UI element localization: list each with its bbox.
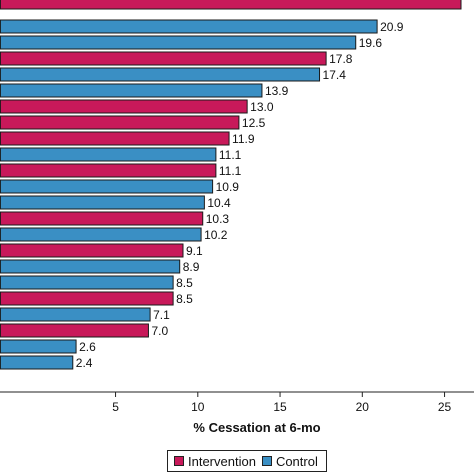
legend-item-control: Control [261, 453, 318, 469]
bar-control [0, 195, 205, 210]
legend-swatch-intervention [174, 456, 184, 466]
bar-intervention [0, 323, 149, 338]
bar-control [0, 355, 74, 370]
bar-intervention [0, 0, 462, 10]
x-axis-title: % Cessation at 6-mo [193, 420, 320, 435]
bar-value-label: 17.8 [329, 52, 353, 66]
bar-intervention [0, 291, 174, 306]
bar-value-label: 11.1 [219, 164, 242, 178]
bar-control [0, 19, 378, 34]
legend-label-intervention: Intervention [188, 453, 256, 469]
bar-value-label: 10.9 [216, 180, 240, 194]
bar-value-label: 19.6 [359, 36, 383, 50]
bar-value-label: 12.5 [242, 116, 266, 130]
legend-item-intervention: Intervention [174, 454, 256, 469]
bar-value-label: 7.1 [153, 308, 170, 322]
bar-control [0, 179, 214, 194]
bar-control [0, 259, 181, 274]
bar-value-label: 13.9 [265, 84, 289, 98]
x-tick-label: 15 [273, 400, 287, 414]
bar-control [0, 67, 321, 82]
x-tick-label: 10 [191, 400, 205, 414]
bar-value-label: 8.5 [176, 276, 193, 290]
x-tick-label: 20 [356, 400, 370, 414]
x-tick-label: 5 [112, 400, 119, 414]
chart-legend: Intervention Control [167, 450, 327, 472]
bar-intervention [0, 211, 204, 226]
bar-value-label: 17.4 [323, 68, 347, 82]
bar-value-label: 11.1 [219, 148, 242, 162]
bar-control [0, 147, 217, 162]
bar-control [0, 83, 263, 98]
bar-value-label: 2.6 [79, 340, 96, 354]
bar-control [0, 275, 174, 290]
bar-value-label: 2.4 [76, 356, 93, 370]
bar-intervention [0, 243, 184, 258]
bar-intervention [0, 163, 217, 178]
bar-value-label: 8.5 [176, 292, 193, 306]
bar-value-label: 7.0 [151, 324, 168, 338]
bar-value-label: 13.0 [250, 100, 274, 114]
bar-control [0, 307, 151, 322]
bar-value-label: 10.2 [204, 228, 228, 242]
bar-intervention [0, 99, 248, 114]
bar-value-label: 10.4 [207, 196, 231, 210]
legend-swatch-control [261, 456, 272, 466]
legend-label-control: Control [275, 453, 318, 469]
bar-control [0, 35, 357, 50]
x-tick-label: 25 [438, 400, 452, 414]
bar-value-label: 20.9 [380, 20, 404, 34]
bar-control [0, 339, 77, 354]
bar-value-label: 8.9 [183, 260, 200, 274]
bar-intervention [0, 51, 327, 66]
bar-value-label: 9.1 [186, 244, 203, 258]
bar-control [0, 227, 202, 242]
bar-intervention [0, 131, 230, 146]
bar-value-label: 11.9 [232, 132, 255, 146]
bar-intervention [0, 115, 240, 130]
bar-value-label: 10.3 [206, 212, 230, 226]
